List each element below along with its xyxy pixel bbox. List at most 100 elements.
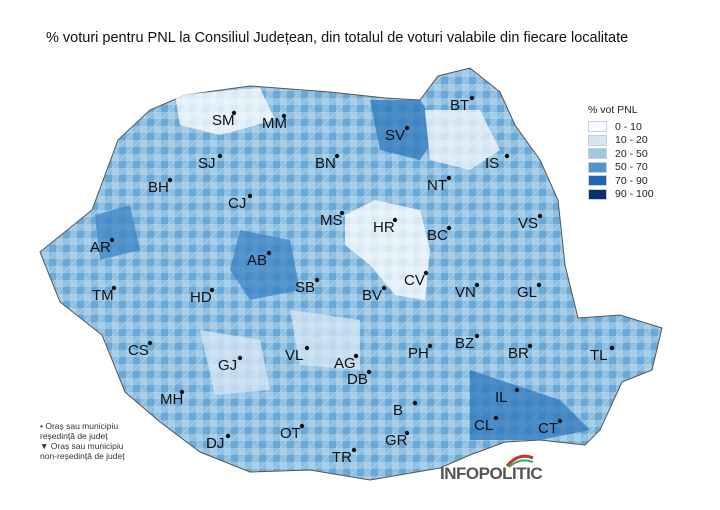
map-title: % voturi pentru PNL la Consiliul Județea… bbox=[46, 30, 629, 46]
county-seat-marker bbox=[351, 447, 357, 453]
county-label-br: BR bbox=[508, 345, 529, 362]
legend-item: 70 - 90 bbox=[588, 174, 654, 188]
county-seat-marker bbox=[231, 110, 237, 116]
county-seat-marker bbox=[111, 285, 117, 291]
county-seat-marker bbox=[536, 282, 542, 288]
county-seat-marker bbox=[209, 287, 215, 293]
legend-swatch bbox=[588, 175, 607, 187]
county-label-sv: SV bbox=[385, 127, 405, 144]
note-line: ▼ Oraș sau municipiu bbox=[40, 441, 124, 451]
legend-item: 90 - 100 bbox=[588, 188, 654, 202]
legend-item: 0 - 10 bbox=[588, 120, 654, 134]
county-label-hd: HD bbox=[190, 289, 212, 306]
county-seat-marker bbox=[404, 125, 410, 131]
legend-item: 50 - 70 bbox=[588, 161, 654, 175]
county-label-cs: CS bbox=[128, 342, 149, 359]
county-seat-marker bbox=[392, 217, 398, 223]
county-seat-marker bbox=[299, 423, 305, 429]
county-seat-marker bbox=[167, 177, 173, 183]
county-label-cj: CJ bbox=[228, 195, 246, 212]
county-label-vs: VS bbox=[518, 215, 538, 232]
county-seat-marker bbox=[504, 153, 510, 159]
county-seat-marker bbox=[381, 285, 387, 291]
county-label-ct: CT bbox=[538, 420, 558, 437]
county-seat-marker bbox=[247, 193, 253, 199]
note-line: • Oraș sau municipiu bbox=[40, 421, 119, 431]
county-label-ab: AB bbox=[247, 252, 267, 269]
county-label-bz: BZ bbox=[455, 335, 474, 352]
county-label-tm: TM bbox=[92, 287, 114, 304]
county-seat-marker bbox=[334, 153, 340, 159]
county-seat-marker bbox=[353, 353, 359, 359]
county-label-is: IS bbox=[485, 155, 499, 172]
county-label-ar: AR bbox=[90, 239, 111, 256]
county-seat-marker bbox=[237, 355, 243, 361]
county-label-ot: OT bbox=[280, 425, 301, 442]
county-seat-marker bbox=[446, 175, 452, 181]
county-seat-marker bbox=[179, 389, 185, 395]
county-seat-marker bbox=[474, 333, 480, 339]
county-seat-marker bbox=[281, 113, 287, 119]
county-label-dj: DJ bbox=[206, 435, 224, 452]
county-seat-marker bbox=[366, 369, 372, 375]
county-seat-marker bbox=[469, 95, 475, 101]
county-label-bc: BC bbox=[427, 227, 448, 244]
romania-outline bbox=[39, 67, 663, 481]
legend-label: 50 - 70 bbox=[615, 161, 648, 174]
legend-swatch bbox=[588, 134, 607, 146]
county-label-sb: SB bbox=[295, 279, 315, 296]
county-label-tl: TL bbox=[590, 347, 608, 364]
note-line: non-reședință de județ bbox=[40, 451, 125, 461]
note-line: reședință de județ bbox=[40, 431, 108, 441]
county-label-cv: CV bbox=[404, 272, 425, 289]
county-label-vn: VN bbox=[455, 284, 476, 301]
county-label-sm: SM bbox=[212, 112, 235, 129]
county-seat-marker bbox=[412, 400, 418, 406]
infopolitic-logo-icon bbox=[505, 454, 534, 468]
county-label-db: DB bbox=[347, 371, 368, 388]
county-label-bn: BN bbox=[315, 155, 336, 172]
county-seat-marker bbox=[557, 418, 563, 424]
county-label-vl: VL bbox=[285, 347, 303, 364]
county-label-bt: BT bbox=[450, 97, 469, 114]
legend-swatch bbox=[588, 148, 607, 160]
county-seat-marker bbox=[493, 415, 499, 421]
county-seat-marker bbox=[147, 340, 153, 346]
legend-swatch bbox=[588, 161, 607, 173]
county-shading bbox=[95, 88, 590, 440]
county-label-nt: NT bbox=[427, 177, 447, 194]
county-seat-marker bbox=[423, 270, 429, 276]
county-seat-marker bbox=[527, 343, 533, 349]
county-seat-marker bbox=[339, 210, 345, 216]
county-seat-marker bbox=[537, 213, 543, 219]
county-seat-marker bbox=[217, 153, 223, 159]
legend-swatch bbox=[588, 188, 607, 200]
county-label-ag: AG bbox=[334, 355, 356, 372]
county-label-mh: MH bbox=[160, 391, 183, 408]
county-seat-marker bbox=[304, 345, 310, 351]
county-label-bh: BH bbox=[148, 179, 169, 196]
county-label-sj: SJ bbox=[198, 155, 216, 172]
county-label-il: IL bbox=[495, 389, 508, 406]
county-label-gr: GR bbox=[385, 432, 408, 449]
county-seat-marker bbox=[427, 343, 433, 349]
legend-title: % vot PNL bbox=[588, 104, 638, 116]
county-seat-marker bbox=[314, 277, 320, 283]
county-label-b: B bbox=[393, 402, 403, 419]
county-label-cl: CL bbox=[474, 417, 493, 434]
legend-label: 20 - 50 bbox=[615, 147, 648, 160]
county-seat-marker bbox=[109, 237, 115, 243]
county-seat-marker bbox=[266, 250, 272, 256]
county-seat-marker bbox=[404, 430, 410, 436]
county-label-gl: GL bbox=[517, 284, 537, 301]
county-label-gj: GJ bbox=[218, 357, 237, 374]
legend-label: 10 - 20 bbox=[615, 134, 648, 147]
county-label-ph: PH bbox=[408, 345, 429, 362]
marker-legend: • Oraș sau municipiu reședință de județ … bbox=[40, 421, 125, 461]
county-seat-marker bbox=[446, 225, 452, 231]
county-seat-marker bbox=[225, 433, 231, 439]
legend-label: 70 - 90 bbox=[615, 174, 648, 187]
county-label-bv: BV bbox=[362, 287, 382, 304]
